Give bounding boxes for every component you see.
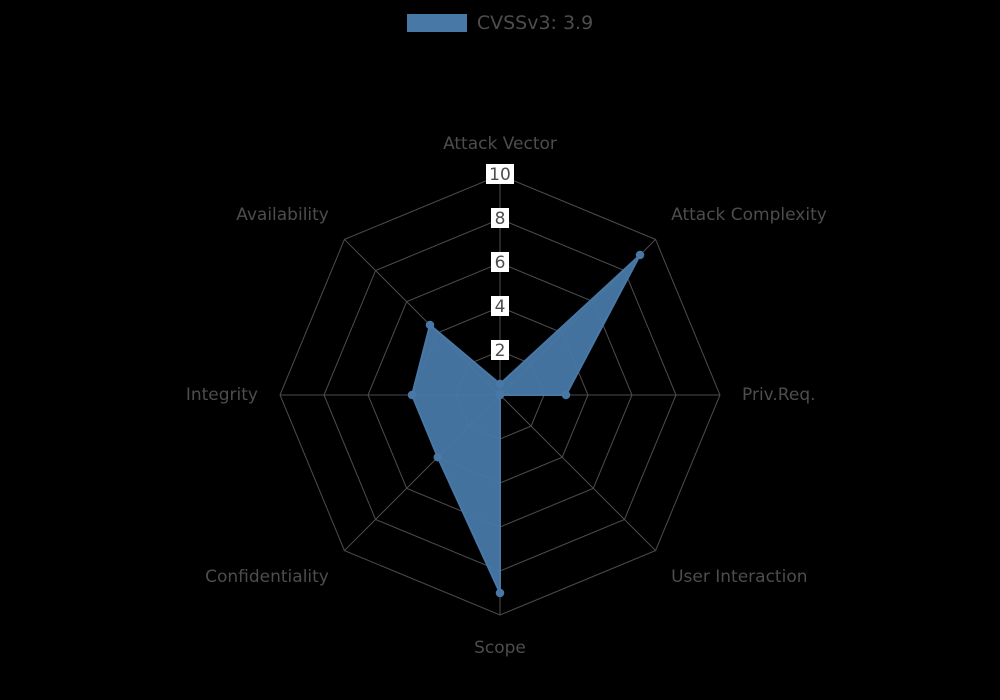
tick-label: 8	[495, 209, 506, 229]
tick-label: 4	[495, 297, 506, 317]
axis-label: Priv.Req.	[742, 385, 816, 405]
axis-label: Confidentiality	[205, 567, 329, 587]
chart-legend: CVSSv3: 3.9	[0, 12, 1000, 36]
radar-data-area	[409, 251, 644, 596]
axis-label: Scope	[474, 638, 526, 658]
axis-label: User Interaction	[671, 567, 807, 587]
axis-label: Integrity	[186, 385, 258, 405]
tick-label: 10	[489, 165, 511, 185]
tick-label: 2	[495, 341, 506, 361]
axis-label: Availability	[236, 205, 329, 225]
legend-swatch	[407, 14, 467, 32]
axis-label: Attack Complexity	[671, 205, 827, 225]
radar-chart: 2 4 6 8 10 Attack Vector Attack Complexity Pri…	[0, 0, 1000, 700]
axis-label: Attack Vector	[443, 134, 557, 154]
legend-label: CVSSv3: 3.9	[477, 12, 593, 34]
legend-item: CVSSv3: 3.9	[407, 12, 593, 34]
tick-label: 6	[495, 253, 506, 273]
